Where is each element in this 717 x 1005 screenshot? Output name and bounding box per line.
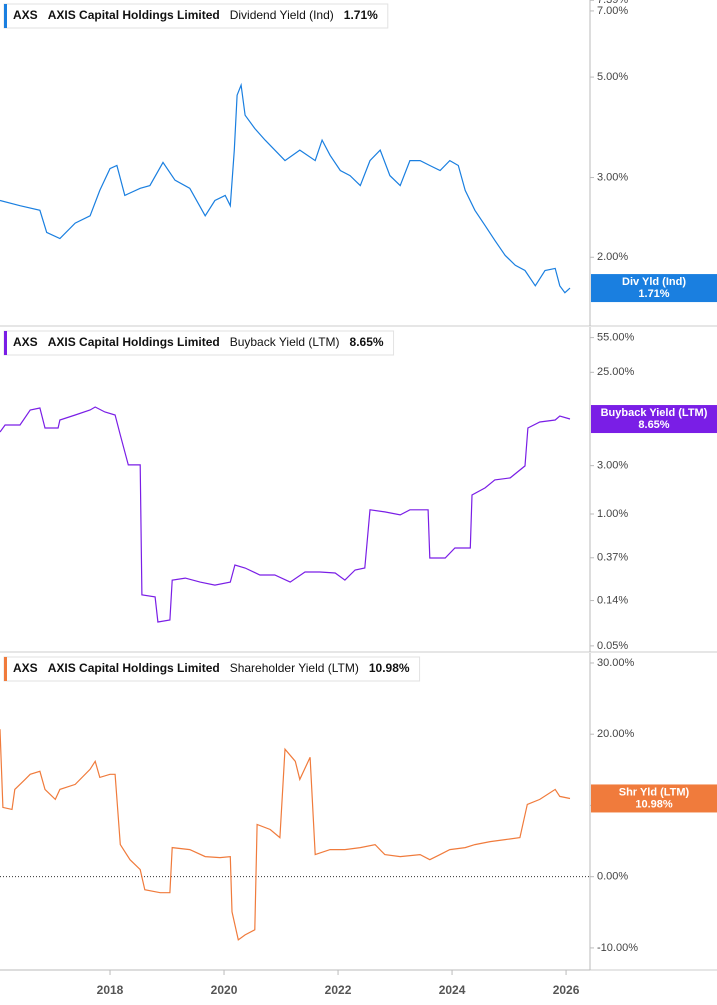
y-tick-label: 0.00%: [597, 871, 628, 883]
legend-text: 1.71%: [344, 8, 378, 22]
y-tick-label: 0.14%: [597, 594, 628, 606]
legend-text: Dividend Yield (Ind): [230, 8, 334, 22]
last-value-name: Buyback Yield (LTM): [601, 407, 708, 419]
y-tick-label: 30.00%: [597, 657, 635, 669]
y-tick-label: 20.00%: [597, 728, 635, 740]
legend-text: Buyback Yield (LTM): [230, 335, 340, 349]
x-tick-label: 2020: [211, 983, 238, 997]
last-value-box: [591, 274, 717, 303]
last-value-label: 8.65%: [638, 419, 669, 431]
legend-box: [3, 656, 421, 682]
x-tick-label: 2026: [553, 983, 580, 997]
legend: AXS AXIS Capital Holdings Limited Buyback …: [3, 330, 395, 356]
legend-text: AXS: [13, 8, 38, 22]
last-value-box: [591, 405, 717, 434]
legend: AXS AXIS Capital Holdings Limited Dividend…: [3, 3, 389, 29]
legend-box: [3, 330, 395, 356]
last-value-name: Shr Yld (LTM): [619, 786, 690, 798]
last-value-label: 10.98%: [635, 798, 673, 810]
last-value-name: Div Yld (Ind): [622, 276, 686, 288]
y-tick-label: 3.00%: [597, 460, 628, 472]
series-line: [0, 406, 571, 623]
legend-text: 10.98%: [369, 661, 410, 675]
x-tick-label: 2024: [439, 983, 466, 997]
series-line: [0, 729, 571, 941]
legend-text: Shareholder Yield (LTM): [230, 661, 359, 675]
legend-swatch: [4, 657, 7, 681]
legend-text: 8.65%: [350, 335, 384, 349]
y-tick-label: 1.00%: [597, 508, 628, 520]
last-value-box: [591, 784, 717, 813]
legend-swatch: [4, 4, 7, 28]
legend: AXS AXIS Capital Holdings Limited Sharehol…: [3, 656, 421, 682]
y-tick-label: 55.00%: [597, 332, 635, 344]
x-tick-label: 2022: [325, 983, 352, 997]
y-tick-label: 5.00%: [597, 71, 628, 83]
y-tick-label: 25.00%: [597, 366, 635, 378]
y-tick-label: 0.05%: [597, 640, 628, 652]
y-tick-label: 0.37%: [597, 552, 628, 564]
y-tick-label: 2.00%: [597, 251, 628, 263]
y-tick-label: 3.00%: [597, 171, 628, 183]
last-value-label: 1.71%: [638, 288, 669, 300]
legend-text: AXIS Capital Holdings Limited: [48, 8, 220, 22]
x-tick-label: 2018: [97, 983, 124, 997]
legend-text: AXS: [13, 335, 38, 349]
series-line: [0, 82, 571, 294]
legend-swatch: [4, 331, 7, 355]
y-tick-label: -10.00%: [597, 942, 638, 954]
legend-text: AXIS Capital Holdings Limited: [48, 661, 220, 675]
legend-text: AXS: [13, 661, 38, 675]
y-tick-label: 7.00%: [597, 5, 628, 17]
legend-text: AXIS Capital Holdings Limited: [48, 335, 220, 349]
y-tick-label: 7.39%: [597, 0, 628, 6]
